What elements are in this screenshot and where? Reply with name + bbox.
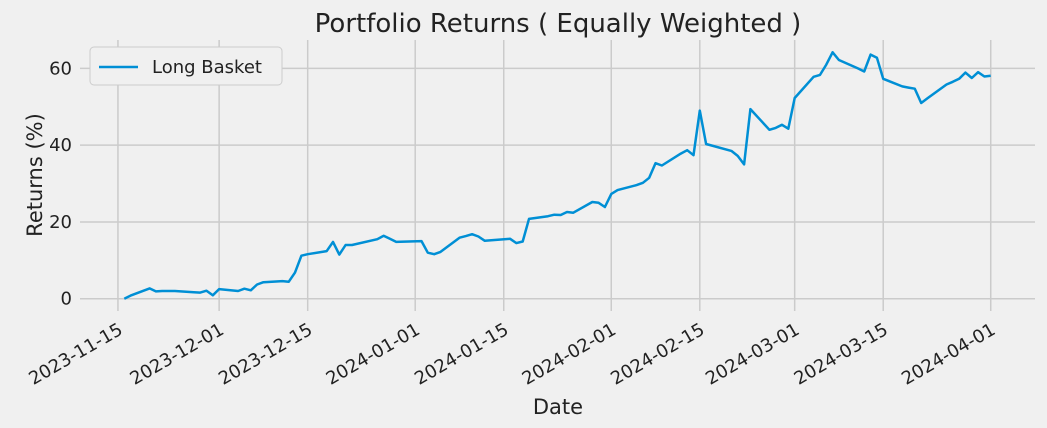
y-tick-label: 20 [49,212,72,233]
legend: Long Basket [89,46,283,86]
y-tick-label: 40 [49,135,72,156]
chart-title: Portfolio Returns ( Equally Weighted ) [315,9,802,39]
legend-label: Long Basket [152,57,262,78]
line [123,51,991,300]
y-tick-label: 0 [61,289,72,310]
y-tick-label: 60 [49,58,72,79]
legend-box [89,46,283,86]
y-axis-label: Returns (%) [23,113,47,237]
x-axis-label: Date [533,395,583,419]
